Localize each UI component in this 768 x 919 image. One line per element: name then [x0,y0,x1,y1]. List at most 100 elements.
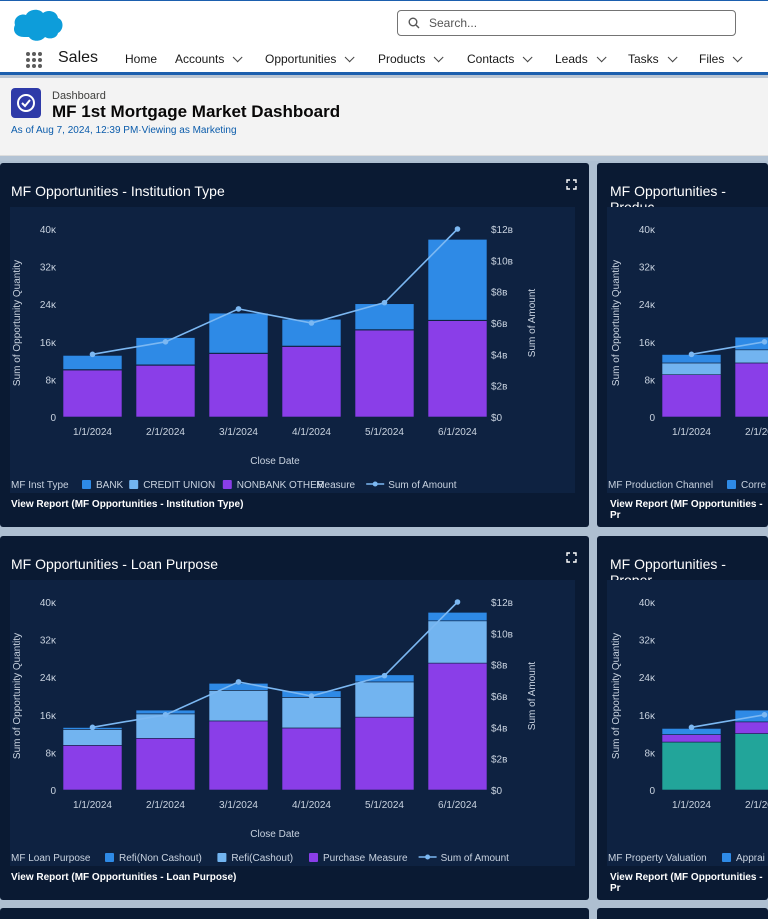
legend-measure-label: Measure [316,480,355,491]
bar-segment [734,721,768,734]
y-tick-label: 16ĸ [639,338,656,349]
y-tick-label: 40ĸ [40,598,57,609]
bar-segment [661,741,722,791]
y-tick-label: 32ĸ [40,263,57,274]
breadcrumb[interactable]: Dashboard [52,90,106,102]
search-input[interactable]: Search... [429,16,478,30]
legend-title: MF Production Channel [608,480,713,491]
y2-axis-title: Sum of Amount [527,662,538,731]
amount-point [308,320,315,326]
view-report-link[interactable]: View Report (MF Opportunities - Loan Pur… [11,872,237,883]
nav-tab-leads[interactable]: Leads [555,52,607,66]
nav-tab-products[interactable]: Products [378,52,444,66]
nav-tab-label: Leads [555,52,588,66]
chevron-down-icon[interactable] [345,52,355,63]
view-report-link[interactable]: View Report (MF Opportunities - Pr [610,872,763,894]
nav-tab-contacts[interactable]: Contacts [467,52,533,66]
y-tick-label: 16ĸ [40,711,57,722]
legend-swatch [222,480,232,489]
component-card-loan-purpose: MF Opportunities - Loan Purpose 0 8ĸ 16ĸ 24… [0,536,589,900]
search-icon [408,17,420,29]
chart-loan-purpose: 0 8ĸ 16ĸ 24ĸ 32ĸ 40ĸ Sum of Opportunity Quanti… [10,580,575,866]
nav-tab-tasks[interactable]: Tasks [628,52,678,66]
bar-segment [661,374,722,418]
amount-point [162,339,169,345]
expand-icon[interactable] [566,552,577,563]
amount-point [162,712,169,718]
bar-segment [354,681,415,718]
legend-swatch [722,853,731,862]
legend-swatch [105,853,114,862]
y-axis-title: Sum of Opportunity Quantity [12,633,23,759]
chevron-down-icon[interactable] [733,52,743,63]
x-tick-label: 5/1/2024 [365,427,404,438]
bar-segment [661,734,722,743]
amount-point [688,351,695,358]
nav-tab-label: Products [378,52,426,66]
chevron-down-icon[interactable] [667,52,678,63]
global-search[interactable]: Search... [397,10,736,36]
bar-segment [427,320,488,418]
component-card-institution-type: MF Opportunities - Institution Type 0 8ĸ 1… [0,163,589,527]
component-card-production-channel: MF Opportunities - Produc 08ĸ16ĸ24ĸ32ĸ40… [597,163,768,527]
app-name: Sales [58,49,99,66]
bar-segment [62,729,123,746]
view-report-link[interactable]: View Report (MF Opportunities - Pr [610,499,763,521]
amount-point [688,724,695,731]
component-card-next [0,908,589,919]
y2-tick-label: $10ʙ [491,256,513,267]
legend-swatch [129,480,139,489]
bar-segment [208,353,269,418]
component-title: MF Opportunities - Institution Type [11,183,225,199]
y2-tick-label: $8ʙ [491,288,507,299]
nav-tab-label: Files [699,52,725,66]
y2-tick-label: $4ʙ [491,350,507,361]
legend-label: BANK [96,480,124,491]
y2-tick-label: $6ʙ [491,319,507,330]
component-card-property-valuation: MF Opportunities - Proper 08ĸ16ĸ24ĸ32ĸ40… [597,536,768,900]
salesforce-logo-icon[interactable] [12,7,64,48]
x-tick-label: 6/1/2024 [438,427,477,438]
bar-segment [427,239,488,321]
y-tick-label: 24ĸ [639,300,656,311]
y-tick-label: 32ĸ [40,636,57,647]
bar-segment [354,716,415,791]
amount-point [454,599,461,605]
as-of-status: As of Aug 7, 2024, 12:39 PM·Viewing as M… [11,125,237,136]
y2-tick-label: $2ʙ [491,382,507,393]
bar-segment [208,312,269,354]
chevron-down-icon[interactable] [523,52,533,63]
y-tick-label: 40ĸ [639,598,656,609]
component-card-next-right [597,908,768,919]
legend-label: Refi(Cashout) [231,853,293,864]
y-tick-label: 32ĸ [639,636,656,647]
legend-label: Apprai [736,853,765,864]
chevron-down-icon[interactable] [233,52,243,63]
bar-segment [281,346,342,418]
bar-segment [135,738,196,791]
expand-icon[interactable] [566,179,577,190]
chevron-down-icon[interactable] [434,52,444,63]
legend-label: Refi(Non Cashout) [119,853,202,864]
amount-line [92,228,459,356]
y2-tick-label: $2ʙ [491,755,507,766]
bar-segment [661,362,722,375]
legend-swatch [727,480,736,489]
view-report-link[interactable]: View Report (MF Opportunities - Institut… [11,499,244,510]
nav-tab-home[interactable]: Home [125,52,157,66]
bar-segment [281,318,342,347]
x-tick-label: 2/1/2024 [745,427,768,438]
chevron-down-icon[interactable] [596,52,607,63]
y-tick-label: 8ĸ [644,375,656,386]
legend-label: Sum of Amount [441,853,510,864]
amount-point [308,693,315,699]
app-launcher-icon[interactable] [25,51,43,69]
page-title: MF 1st Mortgage Market Dashboard [52,102,341,121]
nav-tab-opportunities[interactable]: Opportunities [265,52,355,66]
nav-tab-accounts[interactable]: Accounts [175,52,243,66]
nav-tab-files[interactable]: Files [699,52,743,66]
bar-segment [354,303,415,330]
y2-tick-label: $12ʙ [491,598,513,609]
dashboard-header: Dashboard MF 1st Mortgage Market Dashboa… [0,78,768,156]
bar-segment [734,733,768,791]
